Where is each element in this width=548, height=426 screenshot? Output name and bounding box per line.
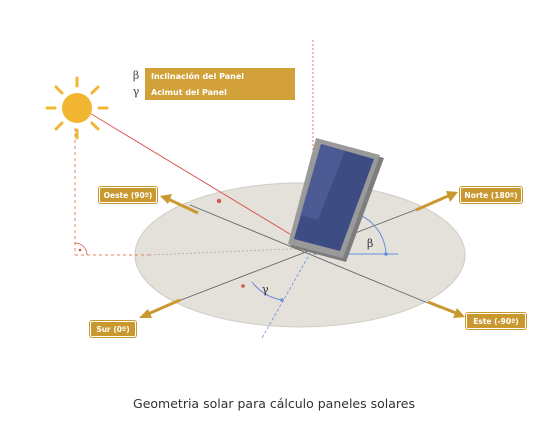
beta-dot	[384, 252, 388, 256]
legend-label: Inclinación del Panel	[151, 71, 245, 81]
direction-tag-oeste: Oeste (90º)	[99, 187, 157, 203]
axis-oeste-este	[189, 204, 441, 309]
legend-symbol: γ	[127, 84, 145, 100]
right-angle-marker	[74, 242, 88, 256]
solar-geometry-figure: γ β	[45, 40, 526, 339]
gamma-label: γ	[262, 283, 269, 296]
south-axis-point	[241, 284, 245, 288]
legend-symbol: β	[127, 68, 145, 84]
ray-ground-point	[216, 198, 222, 204]
legend-box: β Inclinación del Panel γ Acimut del Pan…	[127, 68, 295, 100]
gamma-dot	[280, 298, 284, 302]
arrow-este	[427, 300, 465, 318]
solar-panel	[288, 138, 384, 262]
beta-arc	[359, 214, 387, 255]
arrow-oeste	[160, 194, 199, 215]
arrow-sur	[139, 298, 181, 318]
direction-tag-sur: Sur (0º)	[90, 321, 136, 337]
right-angle-dot	[78, 248, 82, 252]
figure-caption: Geometria solar para cálculo paneles sol…	[133, 396, 415, 411]
arrow-norte	[415, 191, 458, 212]
direction-tag-norte: Norte (180º)	[460, 187, 522, 203]
sun-icon	[45, 76, 109, 140]
sun-ray-line	[87, 111, 314, 249]
gamma-arc	[251, 281, 283, 301]
panel-normal-projection	[261, 247, 314, 339]
legend-item-beta: β Inclinación del Panel	[127, 68, 244, 84]
legend-item-gamma: γ Acimut del Panel	[127, 84, 227, 100]
direction-tag-este: Este (-90º)	[466, 313, 526, 329]
beta-label: β	[367, 237, 373, 250]
axis-sur-norte	[167, 204, 429, 306]
sun-ray-ground-projection	[149, 247, 314, 256]
legend-label: Acimut del Panel	[151, 87, 227, 97]
geometry-diagram: γ β	[45, 40, 466, 339]
